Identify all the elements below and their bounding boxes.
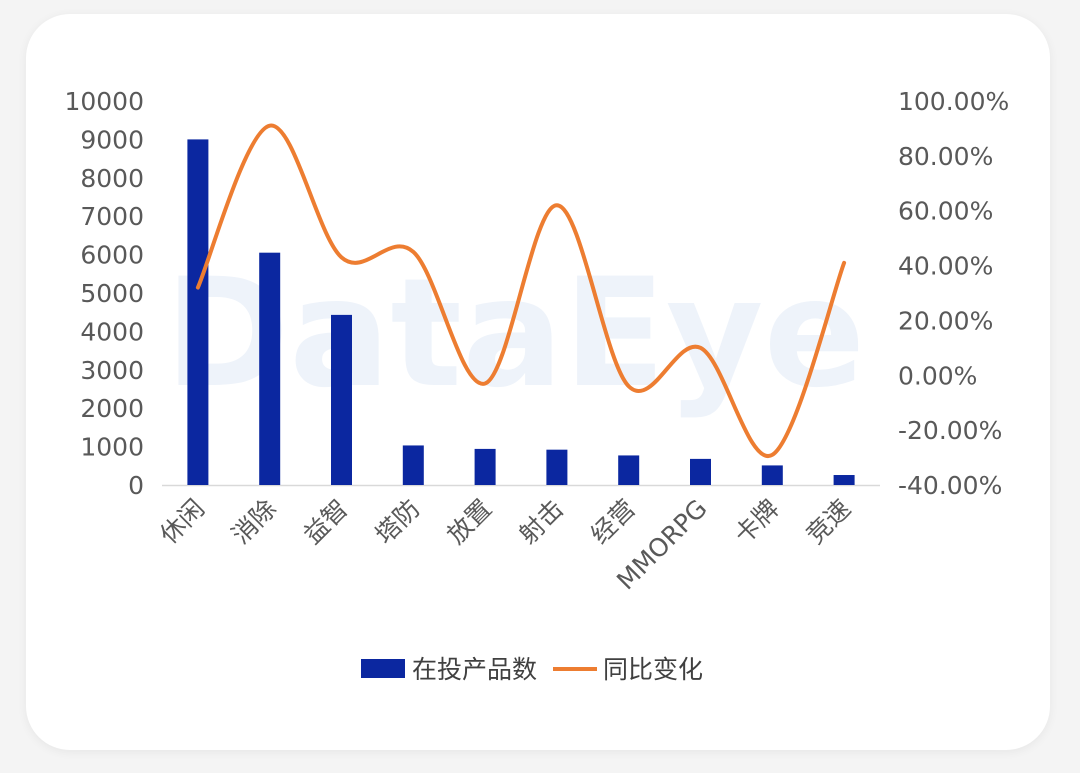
x-tick-label: 放置 (441, 494, 497, 550)
line-path (195, 123, 847, 459)
legend: 在投产品数 同比变化 (361, 655, 703, 684)
x-tick-label: 经营 (585, 494, 641, 550)
bar (331, 314, 352, 485)
left-tick-label: 5000 (80, 279, 144, 308)
bar (690, 458, 711, 485)
left-tick-label: 9000 (80, 125, 144, 154)
bar (259, 252, 281, 485)
legend-bar-label: 在投产品数 (412, 655, 537, 684)
right-tick-label: 40.00% (898, 252, 993, 281)
bar (474, 448, 496, 485)
legend-line-label: 同比变化 (603, 655, 703, 684)
x-tick-label: 塔防 (370, 494, 426, 550)
legend-bar-swatch (361, 659, 405, 678)
left-tick-label: 1000 (80, 433, 144, 462)
watermark: DataEye (165, 247, 866, 421)
x-tick-label: 卡牌 (729, 494, 785, 550)
bar (402, 445, 424, 485)
right-tick-label: 100.00% (898, 87, 1009, 116)
right-tick-label: 0.00% (898, 361, 977, 390)
x-tick-label: 休闲 (154, 494, 210, 550)
x-tick-label: 竞速 (800, 494, 856, 550)
right-tick-label: 80.00% (898, 142, 993, 171)
bar (761, 465, 783, 485)
bar (546, 449, 568, 485)
left-tick-label: 0 (128, 471, 144, 500)
left-tick-label: 6000 (80, 241, 144, 270)
left-tick-label: 3000 (80, 356, 144, 385)
right-axis: -40.00% -20.00% 0.00% 20.00% 40.00% 60.00% 80.… (898, 87, 1009, 500)
bar (187, 139, 209, 485)
right-tick-label: 60.00% (898, 197, 993, 226)
bar-series (187, 139, 855, 485)
left-tick-label: 4000 (80, 317, 144, 346)
bar (618, 455, 640, 485)
left-tick-label: 2000 (80, 394, 144, 423)
right-tick-label: 20.00% (898, 306, 993, 335)
left-axis: 0 1000 2000 3000 4000 5000 6000 7000 8000 9000 100… (64, 87, 144, 500)
bar (833, 475, 855, 485)
line-series (195, 123, 847, 459)
right-tick-label: -20.00% (898, 416, 1002, 445)
left-tick-label: 10000 (64, 87, 144, 116)
right-tick-label: -40.00% (898, 471, 1002, 500)
x-tick-label: 射击 (513, 494, 569, 550)
x-tick-label: 益智 (298, 494, 354, 550)
left-tick-label: 8000 (80, 164, 144, 193)
left-tick-label: 7000 (80, 202, 144, 231)
x-tick-label: 消除 (226, 494, 282, 550)
